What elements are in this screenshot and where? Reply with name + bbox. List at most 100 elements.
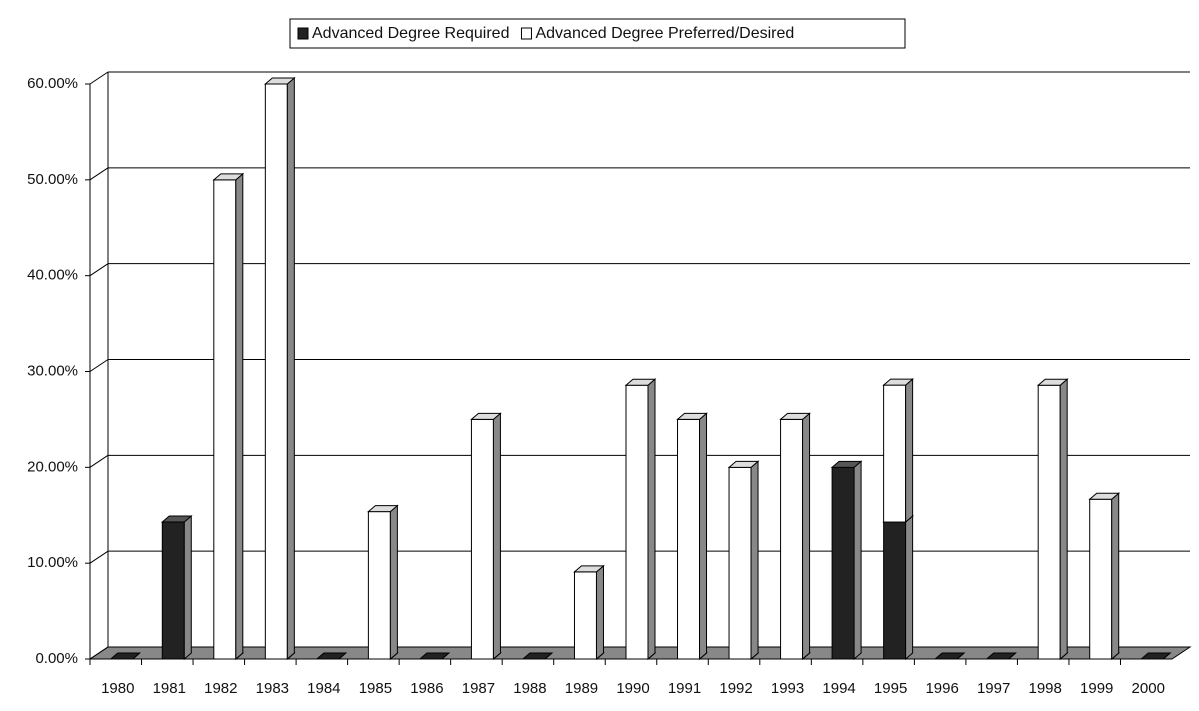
bar-front xyxy=(367,511,391,660)
bar-segment xyxy=(212,172,245,661)
grid-diag xyxy=(89,167,109,181)
y-tick-label: 20.00% xyxy=(27,458,78,475)
grid-diag xyxy=(89,454,109,468)
x-tick-label: 1988 xyxy=(513,680,546,697)
bar-top xyxy=(263,77,296,85)
bar-segment xyxy=(882,514,914,661)
bar-side xyxy=(647,378,656,661)
legend-swatch xyxy=(520,27,532,40)
y-tick-label: 0.00% xyxy=(35,650,78,667)
bar-front xyxy=(1089,498,1113,660)
y-tick-label: 30.00% xyxy=(27,362,78,379)
bar-top xyxy=(212,173,245,181)
x-tick-label: 1999 xyxy=(1080,680,1113,697)
bar-top xyxy=(779,412,811,420)
bar-segment xyxy=(985,652,1018,660)
legend-label: Advanced Degree Required xyxy=(312,25,509,42)
bar-top xyxy=(830,460,863,468)
bar-front xyxy=(213,179,237,660)
x-tick-label: 1997 xyxy=(977,680,1010,697)
grid-diag xyxy=(89,263,109,277)
bar-side xyxy=(1059,378,1068,661)
x-tick-label: 1998 xyxy=(1029,680,1062,697)
bar-side xyxy=(492,412,501,661)
bar-top xyxy=(676,412,708,420)
bar-front xyxy=(677,418,701,660)
legend-box xyxy=(289,18,906,49)
bar-top xyxy=(315,652,348,660)
bar-segment xyxy=(624,378,657,661)
bar-side xyxy=(595,564,604,661)
y-tick-label: 50.00% xyxy=(27,171,78,188)
bar-front xyxy=(625,384,649,660)
x-tick-label: 1980 xyxy=(101,680,134,697)
bar-front xyxy=(883,384,907,523)
y-tick-label: 40.00% xyxy=(27,267,78,284)
bar-front xyxy=(1037,384,1061,660)
bar-side xyxy=(235,172,244,661)
bar-side xyxy=(183,514,192,661)
legend-label: Advanced Degree Preferred/Desired xyxy=(535,25,794,42)
bar-segment xyxy=(830,460,863,661)
bar-side xyxy=(1111,492,1120,661)
bar-segment xyxy=(1088,492,1121,661)
x-tick-label: 1984 xyxy=(307,680,340,697)
bar-segment xyxy=(315,652,348,660)
x-tick-label: 1981 xyxy=(153,680,186,697)
bar-segment xyxy=(109,652,142,660)
x-tick-label: 1995 xyxy=(874,680,907,697)
bar-top xyxy=(367,505,399,513)
bar-top xyxy=(109,652,142,660)
x-tick-label: 1996 xyxy=(925,680,958,697)
x-tick-label: 1986 xyxy=(410,680,443,697)
bar-front xyxy=(161,521,185,660)
grid-diag xyxy=(89,359,109,372)
grid-diag xyxy=(89,646,109,660)
bar-side xyxy=(389,504,398,661)
bar-front xyxy=(728,466,752,660)
bar-top xyxy=(160,515,193,523)
bar-side xyxy=(286,76,295,661)
bar-top xyxy=(470,412,502,420)
bar-segment xyxy=(933,652,966,660)
bar-front xyxy=(831,466,855,660)
bar-top xyxy=(624,378,657,386)
bar-front xyxy=(883,521,907,660)
bar-side xyxy=(750,460,759,661)
grid-diag xyxy=(89,550,109,564)
x-tick-label: 1987 xyxy=(462,680,495,697)
bar-segment xyxy=(727,460,760,661)
bar-side xyxy=(802,412,811,661)
bar-top xyxy=(418,652,451,660)
bar-top xyxy=(727,460,760,468)
x-tick-label: 1982 xyxy=(204,680,237,697)
bar-side xyxy=(905,514,914,661)
x-tick-label: 1989 xyxy=(565,680,598,697)
bar-segment xyxy=(676,412,708,661)
bar-top xyxy=(521,652,554,660)
bar-segment xyxy=(779,412,811,661)
bar-segment xyxy=(573,564,605,661)
bar-segment xyxy=(160,514,193,661)
bar-top xyxy=(882,378,914,386)
bar-segment xyxy=(1139,652,1172,660)
y-tick-label: 10.00% xyxy=(27,554,78,571)
bar-top xyxy=(573,565,605,573)
x-tick-label: 1994 xyxy=(822,680,855,697)
bar-segment xyxy=(263,76,296,661)
x-tick-label: 2000 xyxy=(1132,680,1165,697)
bar-front xyxy=(573,571,597,660)
bar-segment xyxy=(1036,378,1069,661)
bar-top xyxy=(1088,492,1121,500)
bar-front xyxy=(780,418,804,660)
y-tick-label: 60.00% xyxy=(27,75,78,92)
x-tick-label: 1991 xyxy=(668,680,701,697)
x-tick-label: 1993 xyxy=(771,680,804,697)
bar-top xyxy=(933,652,966,660)
x-tick-label: 1983 xyxy=(256,680,289,697)
grid-diag xyxy=(89,71,109,85)
bar-segment xyxy=(418,652,451,660)
bar-segment xyxy=(367,504,399,661)
bar-front xyxy=(264,83,288,660)
